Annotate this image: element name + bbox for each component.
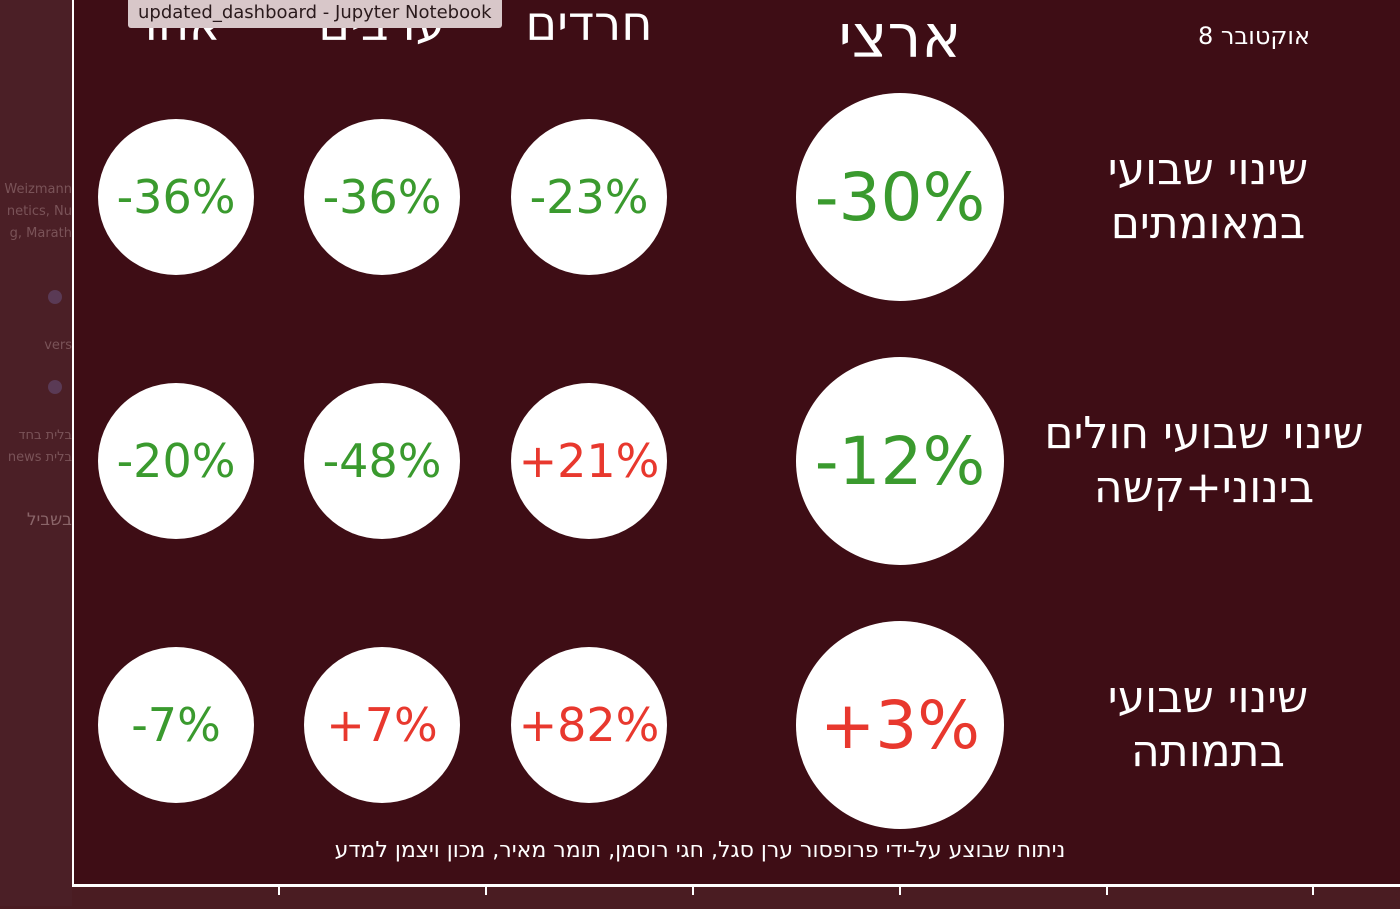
axis-tick bbox=[899, 887, 901, 895]
row-label-line: שינוי שבועי bbox=[1107, 672, 1309, 723]
background-dot-icon bbox=[48, 380, 62, 394]
value-label: -7% bbox=[131, 698, 221, 752]
value-circle-haredi: -23% bbox=[511, 119, 667, 275]
row-label-line: במאומתים bbox=[1110, 198, 1306, 249]
value-circle-rest: -20% bbox=[98, 383, 254, 539]
value-circle-arabs: -36% bbox=[304, 119, 460, 275]
value-circle-national: -30% bbox=[796, 93, 1004, 301]
background-text: בלית בחד bbox=[18, 428, 72, 443]
background-text: Weizmann bbox=[4, 182, 72, 197]
background-text: g, Marath bbox=[9, 226, 72, 241]
axis-tick bbox=[278, 887, 280, 895]
value-circle-haredi: +82% bbox=[511, 647, 667, 803]
row-label-line: בתמותה bbox=[1131, 726, 1285, 777]
background-text: netics, Nu bbox=[6, 204, 72, 219]
row-label-line: בינוני+קשה bbox=[1093, 462, 1315, 513]
column-header-national: ארצי bbox=[838, 2, 962, 72]
row-label-0: שינוי שבועי במאומתים bbox=[1008, 143, 1400, 251]
value-label: +21% bbox=[518, 434, 660, 488]
credit-footer: ניתוח שבוצע על-ידי פרופסור ערן סגל, חגי … bbox=[334, 838, 1066, 863]
value-circle-arabs: +7% bbox=[304, 647, 460, 803]
axis-tick bbox=[485, 887, 487, 895]
background-text: בשביל bbox=[26, 510, 72, 530]
value-circle-national: +3% bbox=[796, 621, 1004, 829]
dashboard-panel bbox=[72, 0, 1400, 884]
value-label: -48% bbox=[322, 434, 442, 488]
value-circle-haredi: +21% bbox=[511, 383, 667, 539]
axis-tick bbox=[1106, 887, 1108, 895]
axis-tick bbox=[692, 887, 694, 895]
row-label-2: שינוי שבועי בתמותה bbox=[1008, 671, 1400, 779]
background-dot-icon bbox=[48, 290, 62, 304]
background-text: vers bbox=[44, 338, 72, 353]
row-label-line: שינוי שבועי חולים bbox=[1044, 408, 1364, 459]
row-label-line: שינוי שבועי bbox=[1107, 144, 1309, 195]
report-date: אוקטובר 8 bbox=[1197, 22, 1310, 50]
value-label: +3% bbox=[819, 686, 980, 764]
window-title-tooltip: updated_dashboard - Jupyter Notebook bbox=[128, 0, 502, 28]
value-label: -30% bbox=[814, 158, 986, 236]
axis-strip bbox=[72, 884, 1400, 909]
background-text: news בלית bbox=[7, 450, 72, 465]
value-label: -20% bbox=[116, 434, 236, 488]
value-label: -12% bbox=[814, 422, 986, 500]
value-circle-arabs: -48% bbox=[304, 383, 460, 539]
value-circle-rest: -7% bbox=[98, 647, 254, 803]
value-label: -23% bbox=[529, 170, 649, 224]
value-label: +82% bbox=[518, 698, 660, 752]
value-label: +7% bbox=[326, 698, 438, 752]
value-label: -36% bbox=[116, 170, 236, 224]
axis-tick bbox=[1312, 887, 1314, 895]
value-circle-rest: -36% bbox=[98, 119, 254, 275]
value-circle-national: -12% bbox=[796, 357, 1004, 565]
row-label-1: שינוי שבועי חולים בינוני+קשה bbox=[1004, 407, 1400, 515]
background-notebook: Weizmann netics, Nu g, Marath vers בלית … bbox=[0, 0, 72, 906]
value-label: -36% bbox=[322, 170, 442, 224]
column-header-haredi: חרדים bbox=[525, 0, 653, 52]
